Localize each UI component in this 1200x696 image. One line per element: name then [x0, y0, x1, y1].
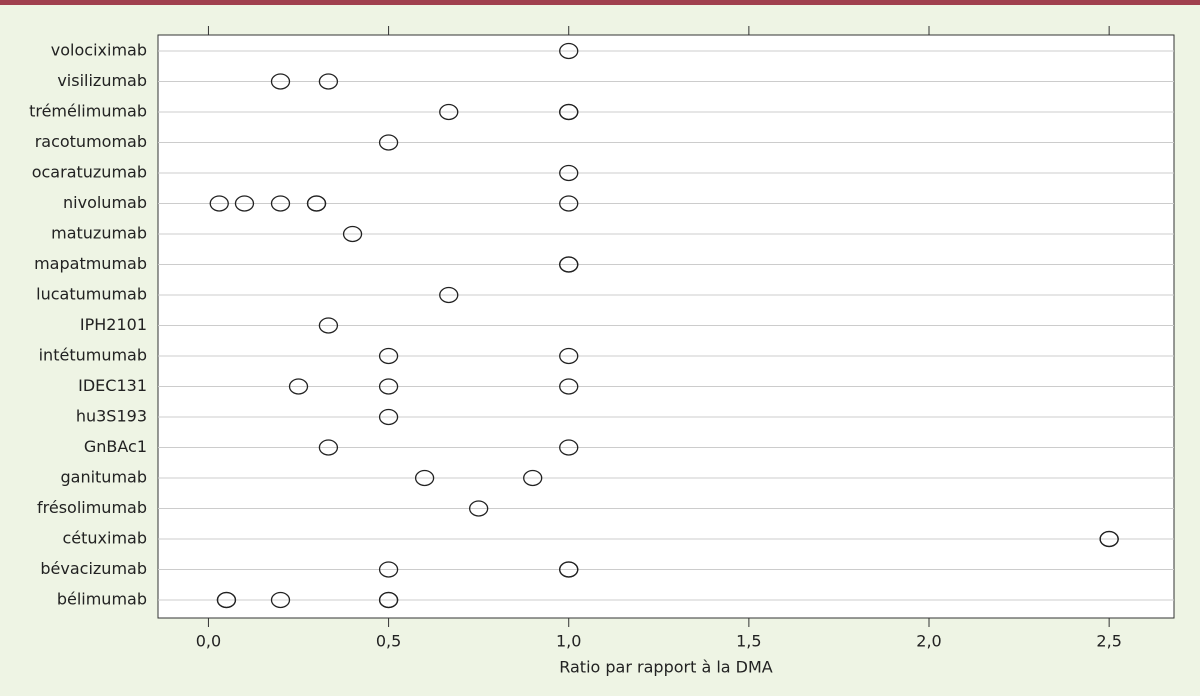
x-tick-label: 2,0: [916, 632, 941, 651]
y-tick-label: volociximab: [51, 41, 147, 60]
y-tick-label: visilizumab: [57, 71, 147, 90]
dot: [559, 195, 579, 212]
dot: [523, 469, 543, 487]
dot: [378, 347, 399, 365]
x-tick-label: 2,5: [1096, 632, 1121, 651]
x-tick-label: 1,5: [736, 632, 761, 651]
dot: [342, 225, 363, 243]
y-tick-label: bélimumab: [57, 590, 147, 609]
y-tick-label: racotumomab: [35, 132, 147, 151]
dot: [439, 286, 459, 304]
y-tick-label: ocaratuzumab: [32, 163, 147, 182]
dot: [270, 73, 291, 90]
dot: [378, 591, 399, 609]
y-tick-label: matuzumab: [51, 224, 147, 243]
dot: [288, 378, 309, 395]
dot: [270, 195, 291, 212]
y-tick-label: IDEC131: [78, 376, 147, 395]
dot: [414, 469, 435, 487]
x-axis-label: Ratio par rapport à la DMA: [559, 658, 773, 677]
y-tick-label: intétumumab: [39, 346, 147, 365]
dot: [378, 134, 399, 151]
y-tick-label: ganitumab: [60, 468, 147, 487]
dot: [318, 73, 339, 90]
y-tick-label: bévacizumab: [40, 559, 147, 578]
dot: [318, 317, 339, 334]
top-rule: [0, 0, 1200, 5]
y-tick-label: mapatmumab: [34, 254, 147, 273]
dot: [559, 561, 579, 578]
y-tick-label: lucatumumab: [36, 285, 147, 304]
dot: [559, 164, 579, 182]
y-tick-label: GnBAc1: [84, 437, 147, 456]
dot: [318, 439, 339, 456]
dot: [559, 42, 579, 60]
plot-area: [157, 34, 1175, 619]
y-tick-label: trémélimumab: [29, 102, 147, 121]
y-tick-label: nivolumab: [63, 193, 147, 212]
dot: [559, 347, 579, 365]
x-tick-label: 1,0: [556, 632, 581, 651]
dot: [559, 378, 579, 395]
dot: [559, 256, 579, 273]
y-tick-label: IPH2101: [80, 315, 147, 334]
dot: [378, 561, 399, 578]
dot: [270, 591, 291, 609]
dot: [1099, 530, 1119, 548]
dot: [378, 378, 399, 395]
dot: [559, 439, 579, 456]
x-tick-label: 0,0: [196, 632, 221, 651]
y-tick-label: frésolimumab: [37, 498, 147, 517]
x-tick-label: 0,5: [376, 632, 401, 651]
dot: [209, 195, 229, 212]
dot: [216, 591, 237, 609]
y-tick-label: cétuximab: [62, 529, 147, 548]
dot: [234, 195, 255, 212]
dot: [469, 500, 489, 517]
dot: [439, 103, 459, 121]
dot: [306, 195, 327, 212]
dot: [559, 103, 579, 121]
y-tick-label: hu3S193: [76, 407, 147, 426]
dot: [378, 408, 399, 426]
